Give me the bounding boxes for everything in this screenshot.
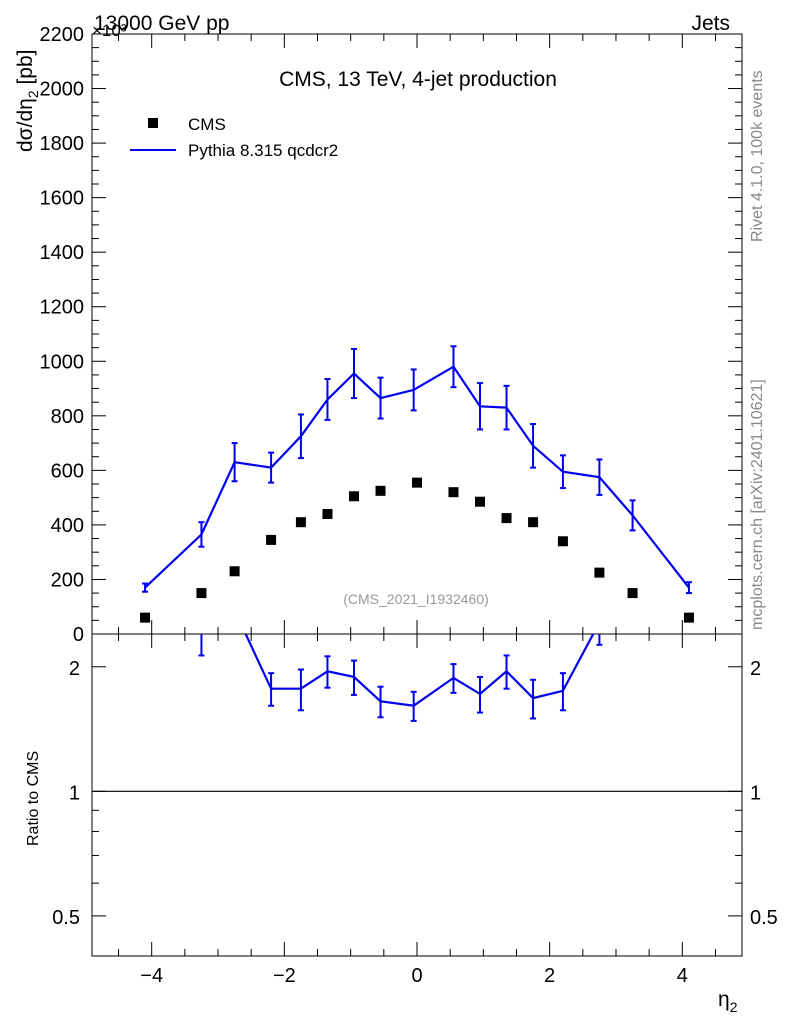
y-tick-label: 2200	[40, 24, 85, 46]
y-tick-label: 1200	[40, 297, 85, 319]
x-axis-label: η2	[718, 988, 738, 1015]
cms-data-point	[501, 513, 512, 524]
pythia-line	[144, 365, 690, 589]
legend-cms-label: CMS	[188, 115, 226, 134]
x-tick-label: 0	[411, 965, 422, 987]
ratio-y-tick-label-right: 0.5	[750, 907, 778, 929]
ratio-series	[198, 634, 603, 722]
y-axis-label: dσ/dη2 [pb]	[14, 49, 41, 152]
x-axis-label-main: η	[718, 988, 730, 1011]
y-axis-label-unit: [pb]	[14, 49, 37, 90]
cms-data-point	[594, 567, 605, 578]
ratio-y-tick-label: 0.5	[52, 907, 80, 929]
header-right: Jets	[691, 12, 730, 35]
cms-data-point	[140, 612, 151, 623]
legend: CMS Pythia 8.315 qcdcr2	[130, 115, 338, 160]
ratio-y-tick-label: 1	[69, 782, 80, 804]
cms-data-point	[295, 517, 306, 528]
cms-data-point	[375, 485, 386, 496]
x-axis-label-sub: 2	[730, 999, 738, 1015]
analysis-annotation: (CMS_2021_I1932460)	[343, 591, 489, 607]
ratio-y-tick-label-right: 2	[750, 658, 761, 680]
y-tick-label: 400	[51, 515, 84, 537]
legend-cms-marker	[148, 118, 158, 128]
main-tick-labels: 0 200 400 600 800 1000 1200 1400 1600 1800 2000 220…	[40, 24, 85, 646]
cms-data-point	[229, 566, 240, 577]
y-exponent-label: ×10³	[92, 21, 127, 40]
cms-data-point	[627, 588, 638, 599]
svg-text:dσ/dη2 [pb]: dσ/dη2 [pb]	[14, 49, 41, 152]
ratio-panel: 0.5 0.5 1 1 2 2 −4 −2 0 2 4 Ratio to CMS	[25, 633, 778, 987]
x-tick-label: −2	[273, 965, 296, 987]
ratio-line	[244, 634, 595, 707]
y-tick-label: 1400	[40, 242, 85, 264]
main-panel: 0 200 400 600 800 1000 1200 1400 1600 1800 2000 220…	[14, 24, 743, 646]
y-tick-label: 2000	[40, 79, 85, 101]
cms-data-point	[266, 534, 277, 545]
main-series	[140, 345, 694, 623]
main-ticks	[92, 33, 742, 635]
y-axis-label-main: dσ/dη	[14, 98, 37, 152]
y-tick-label: 1800	[40, 133, 85, 155]
cms-data-point	[557, 536, 568, 547]
ratio-frame	[91, 633, 743, 957]
chart-title: CMS, 13 TeV, 4-jet production	[279, 68, 557, 91]
x-tick-label: 2	[544, 965, 555, 987]
cms-data-point	[528, 517, 539, 528]
cms-data-point	[683, 612, 694, 623]
y-tick-label: 0	[73, 624, 84, 646]
cms-data-point	[196, 588, 207, 599]
mcplots-label: mcplots.cern.ch [arXiv:2401.10621]	[749, 379, 766, 630]
ratio-y-label: Ratio to CMS	[25, 751, 42, 846]
rivet-label: Rivet 4.1.0, 100k events	[749, 70, 766, 242]
y-axis-label-sub: 2	[25, 90, 41, 98]
legend-pythia-label: Pythia 8.315 qcdcr2	[188, 141, 338, 160]
ratio-tick-labels: 0.5 0.5 1 1 2 2 −4 −2 0 2 4	[52, 658, 778, 987]
ratio-ticks	[92, 634, 742, 956]
cms-data-point	[322, 509, 333, 519]
y-tick-label: 1000	[40, 351, 85, 373]
y-tick-label: 1600	[40, 188, 85, 210]
cms-data-point	[412, 477, 422, 488]
y-tick-label: 600	[51, 460, 84, 482]
cms-data-point	[348, 491, 359, 502]
y-tick-label: 200	[51, 569, 84, 591]
cms-data-point	[475, 496, 486, 507]
ratio-y-tick-label-right: 1	[750, 782, 761, 804]
ratio-y-tick-label: 2	[69, 658, 80, 680]
x-tick-label: −4	[140, 965, 163, 987]
y-tick-label: 800	[51, 406, 84, 428]
header-left: 13000 GeV pp	[94, 12, 229, 35]
cms-data-point	[448, 487, 459, 498]
x-tick-label: 4	[677, 965, 688, 987]
